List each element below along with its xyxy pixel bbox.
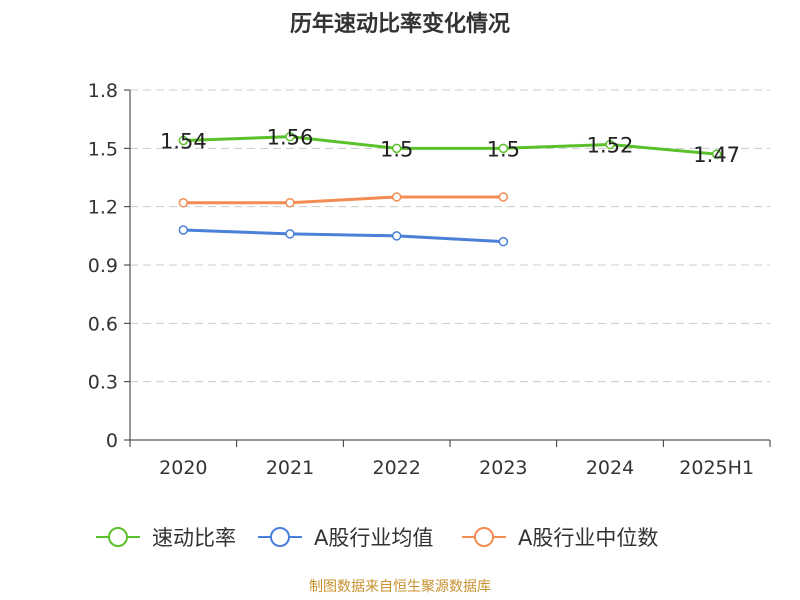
y-tick-label: 1.8 — [88, 80, 118, 102]
legend-marker-1 — [108, 527, 128, 547]
y-tick-label: 1.2 — [88, 197, 118, 219]
y-tick-label: 0.3 — [88, 372, 118, 394]
data-point — [605, 139, 615, 150]
data-label: 1.47 — [693, 143, 740, 167]
data-point — [178, 135, 189, 146]
legend-label-1: 速动比率 — [152, 526, 236, 550]
data-point — [391, 192, 402, 202]
x-tick-label: 2024 — [586, 457, 634, 479]
series-line-1 — [183, 135, 717, 156]
data-point — [498, 143, 509, 154]
data-label: 1.54 — [160, 130, 207, 154]
y-tick-label: 0 — [106, 430, 118, 452]
x-tick-label: 2023 — [479, 457, 527, 479]
series-line-2 — [183, 228, 504, 244]
data-point — [285, 131, 295, 142]
data-label: 1.5 — [380, 137, 413, 161]
data-point — [391, 143, 402, 154]
source-footer: 制图数据来自恒生聚源数据库 — [309, 579, 491, 595]
x-tick-label: 2021 — [266, 457, 314, 479]
x-tick-label: 2020 — [159, 457, 207, 479]
chart-title: 历年速动比率变化情况 — [289, 12, 510, 37]
legend-label-3: A股行业中位数 — [518, 526, 658, 550]
y-tick-label: 0.9 — [88, 255, 118, 277]
data-point — [285, 198, 295, 208]
data-point — [178, 225, 189, 235]
series-line-3 — [183, 195, 504, 205]
data-point — [498, 236, 509, 247]
data-point — [285, 229, 295, 239]
data-point — [711, 149, 722, 159]
x-tick-label: 2022 — [372, 457, 420, 479]
data-label: 1.52 — [587, 133, 634, 157]
y-tick-label: 0.6 — [88, 313, 118, 335]
data-point — [498, 192, 509, 202]
y-tick-label: 1.5 — [88, 138, 118, 160]
data-label: 1.56 — [267, 126, 314, 150]
data-point — [178, 198, 189, 208]
legend-marker-2 — [270, 527, 290, 547]
legend-label-2: A股行业均值 — [314, 526, 433, 550]
legend-marker-3 — [474, 527, 494, 547]
data-label: 1.5 — [487, 137, 520, 161]
data-point — [391, 231, 402, 241]
x-tick-label: 2025H1 — [679, 457, 754, 479]
